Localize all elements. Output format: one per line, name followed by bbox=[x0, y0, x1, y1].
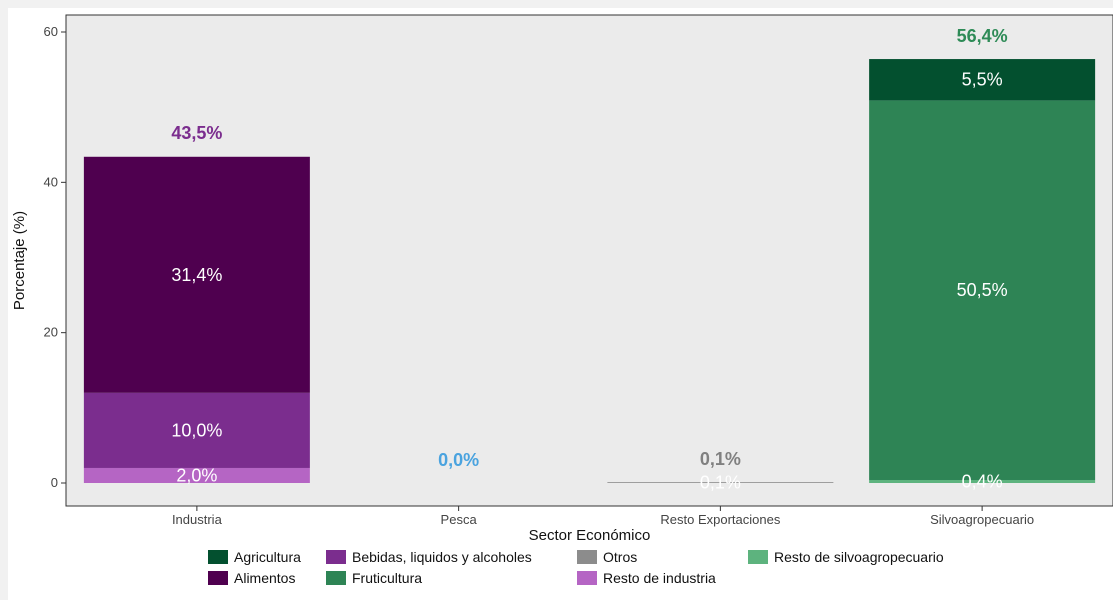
legend-item: Agricultura bbox=[208, 549, 301, 565]
legend-swatch bbox=[208, 571, 228, 585]
legend-label: Fruticultura bbox=[352, 570, 422, 586]
bar-segment bbox=[869, 100, 1096, 480]
segment-value-label: 50,5% bbox=[957, 280, 1008, 300]
legend-item: Bebidas, liquidos y alcoholes bbox=[326, 549, 532, 565]
y-axis-title: Porcentaje (%) bbox=[11, 211, 28, 310]
legend-label: Agricultura bbox=[234, 549, 301, 565]
bar-segment bbox=[83, 467, 310, 483]
segment-value-label: 0,4% bbox=[962, 471, 1003, 491]
bar-segment bbox=[607, 482, 834, 483]
legend-item: Resto de silvoagropecuario bbox=[748, 549, 944, 565]
x-tick-label: Silvoagropecuario bbox=[930, 512, 1034, 527]
legend-label: Resto de industria bbox=[603, 570, 716, 586]
segment-value-label: 2,0% bbox=[176, 465, 217, 485]
segment-value-label: 0,1% bbox=[700, 473, 741, 493]
y-tick-label: 60 bbox=[44, 24, 58, 39]
x-tick-label: Pesca bbox=[441, 512, 478, 527]
legend-label: Bebidas, liquidos y alcoholes bbox=[352, 549, 532, 565]
bar-segment bbox=[83, 156, 310, 393]
bars bbox=[83, 59, 1096, 483]
y-axis: 0 20 40 60 bbox=[44, 24, 66, 490]
segment-labels: 2,0% 10,0% 31,4% 0,1% 0,4% 50,5% 5,5% bbox=[171, 70, 1007, 493]
legend-label: Resto de silvoagropecuario bbox=[774, 549, 944, 565]
total-value-label: 56,4% bbox=[957, 26, 1008, 46]
y-tick-label: 20 bbox=[44, 325, 58, 340]
legend-item: Otros bbox=[577, 549, 637, 565]
legend-item: Alimentos bbox=[208, 570, 295, 586]
total-value-label: 0,1% bbox=[700, 449, 741, 469]
segment-value-label: 10,0% bbox=[171, 420, 222, 440]
y-tick-label: 40 bbox=[44, 174, 58, 189]
legend-swatch bbox=[326, 550, 346, 564]
legend-swatch bbox=[326, 571, 346, 585]
bar-segment bbox=[869, 479, 1096, 483]
bar-segment bbox=[83, 392, 310, 468]
total-value-label: 0,0% bbox=[438, 450, 479, 470]
legend-swatch bbox=[577, 550, 597, 564]
bar-segment bbox=[869, 59, 1096, 101]
stacked-bar-chart: 0 20 40 60 Industria Pesca Resto Exportacione… bbox=[11, 14, 1113, 586]
chart-container: 0 20 40 60 Industria Pesca Resto Exportacione… bbox=[8, 8, 1113, 600]
x-tick-label: Resto Exportaciones bbox=[660, 512, 780, 527]
legend: Agricultura Alimentos Bebidas, liquidos y … bbox=[208, 549, 944, 586]
y-tick-label: 0 bbox=[51, 475, 58, 490]
x-axis: Industria Pesca Resto Exportaciones Silvoag… bbox=[172, 506, 1034, 527]
x-axis-title: Sector Económico bbox=[529, 527, 651, 544]
legend-item: Resto de industria bbox=[577, 570, 716, 586]
legend-label: Otros bbox=[603, 549, 637, 565]
segment-value-label: 5,5% bbox=[962, 70, 1003, 90]
legend-label: Alimentos bbox=[234, 570, 295, 586]
x-tick-label: Industria bbox=[172, 512, 223, 527]
legend-item: Fruticultura bbox=[326, 570, 422, 586]
legend-swatch bbox=[748, 550, 768, 564]
total-labels: 43,5% 0,0% 0,1% 56,4% bbox=[171, 26, 1007, 470]
legend-swatch bbox=[208, 550, 228, 564]
total-value-label: 43,5% bbox=[171, 123, 222, 143]
segment-value-label: 31,4% bbox=[171, 265, 222, 285]
legend-swatch bbox=[577, 571, 597, 585]
